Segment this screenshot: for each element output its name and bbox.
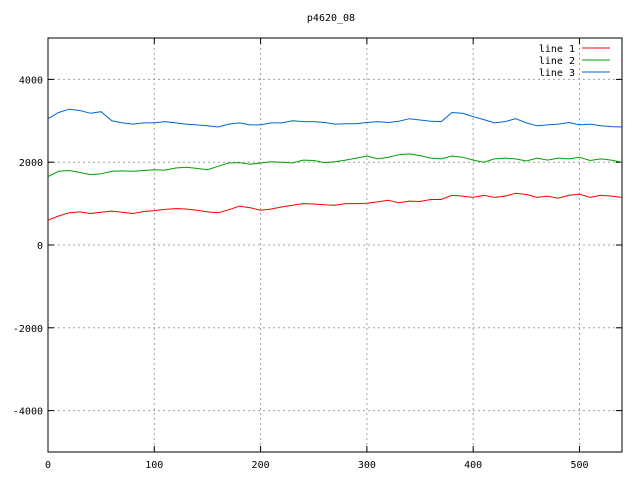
chart-title: p4620_08 [307,13,355,24]
y-tick-label: 2000 [19,158,43,169]
legend-label-1: line 1 [539,44,575,55]
series-line-2 [47,153,623,178]
y-tick-label: -4000 [13,407,43,418]
series-lines [47,108,623,221]
y-tick-label: -2000 [13,324,43,335]
y-tick-label: 4000 [19,75,43,86]
legend-label-2: line 2 [539,56,575,67]
legend-label-3: line 3 [539,68,575,79]
x-tick-label: 100 [145,460,163,471]
y-tick-label: 0 [37,241,43,252]
series-line-3 [47,108,623,128]
series-line-1 [47,192,623,221]
x-tick-label: 0 [45,460,51,471]
x-tick-label: 500 [570,460,588,471]
grid-lines [48,38,622,452]
x-tick-label: 400 [464,460,482,471]
x-tick-label: 300 [358,460,376,471]
x-tick-label: 200 [252,460,270,471]
axis-ticks: 0 100 200 300 400 500 -4000 -2000 0 2000 4000 [13,38,622,471]
